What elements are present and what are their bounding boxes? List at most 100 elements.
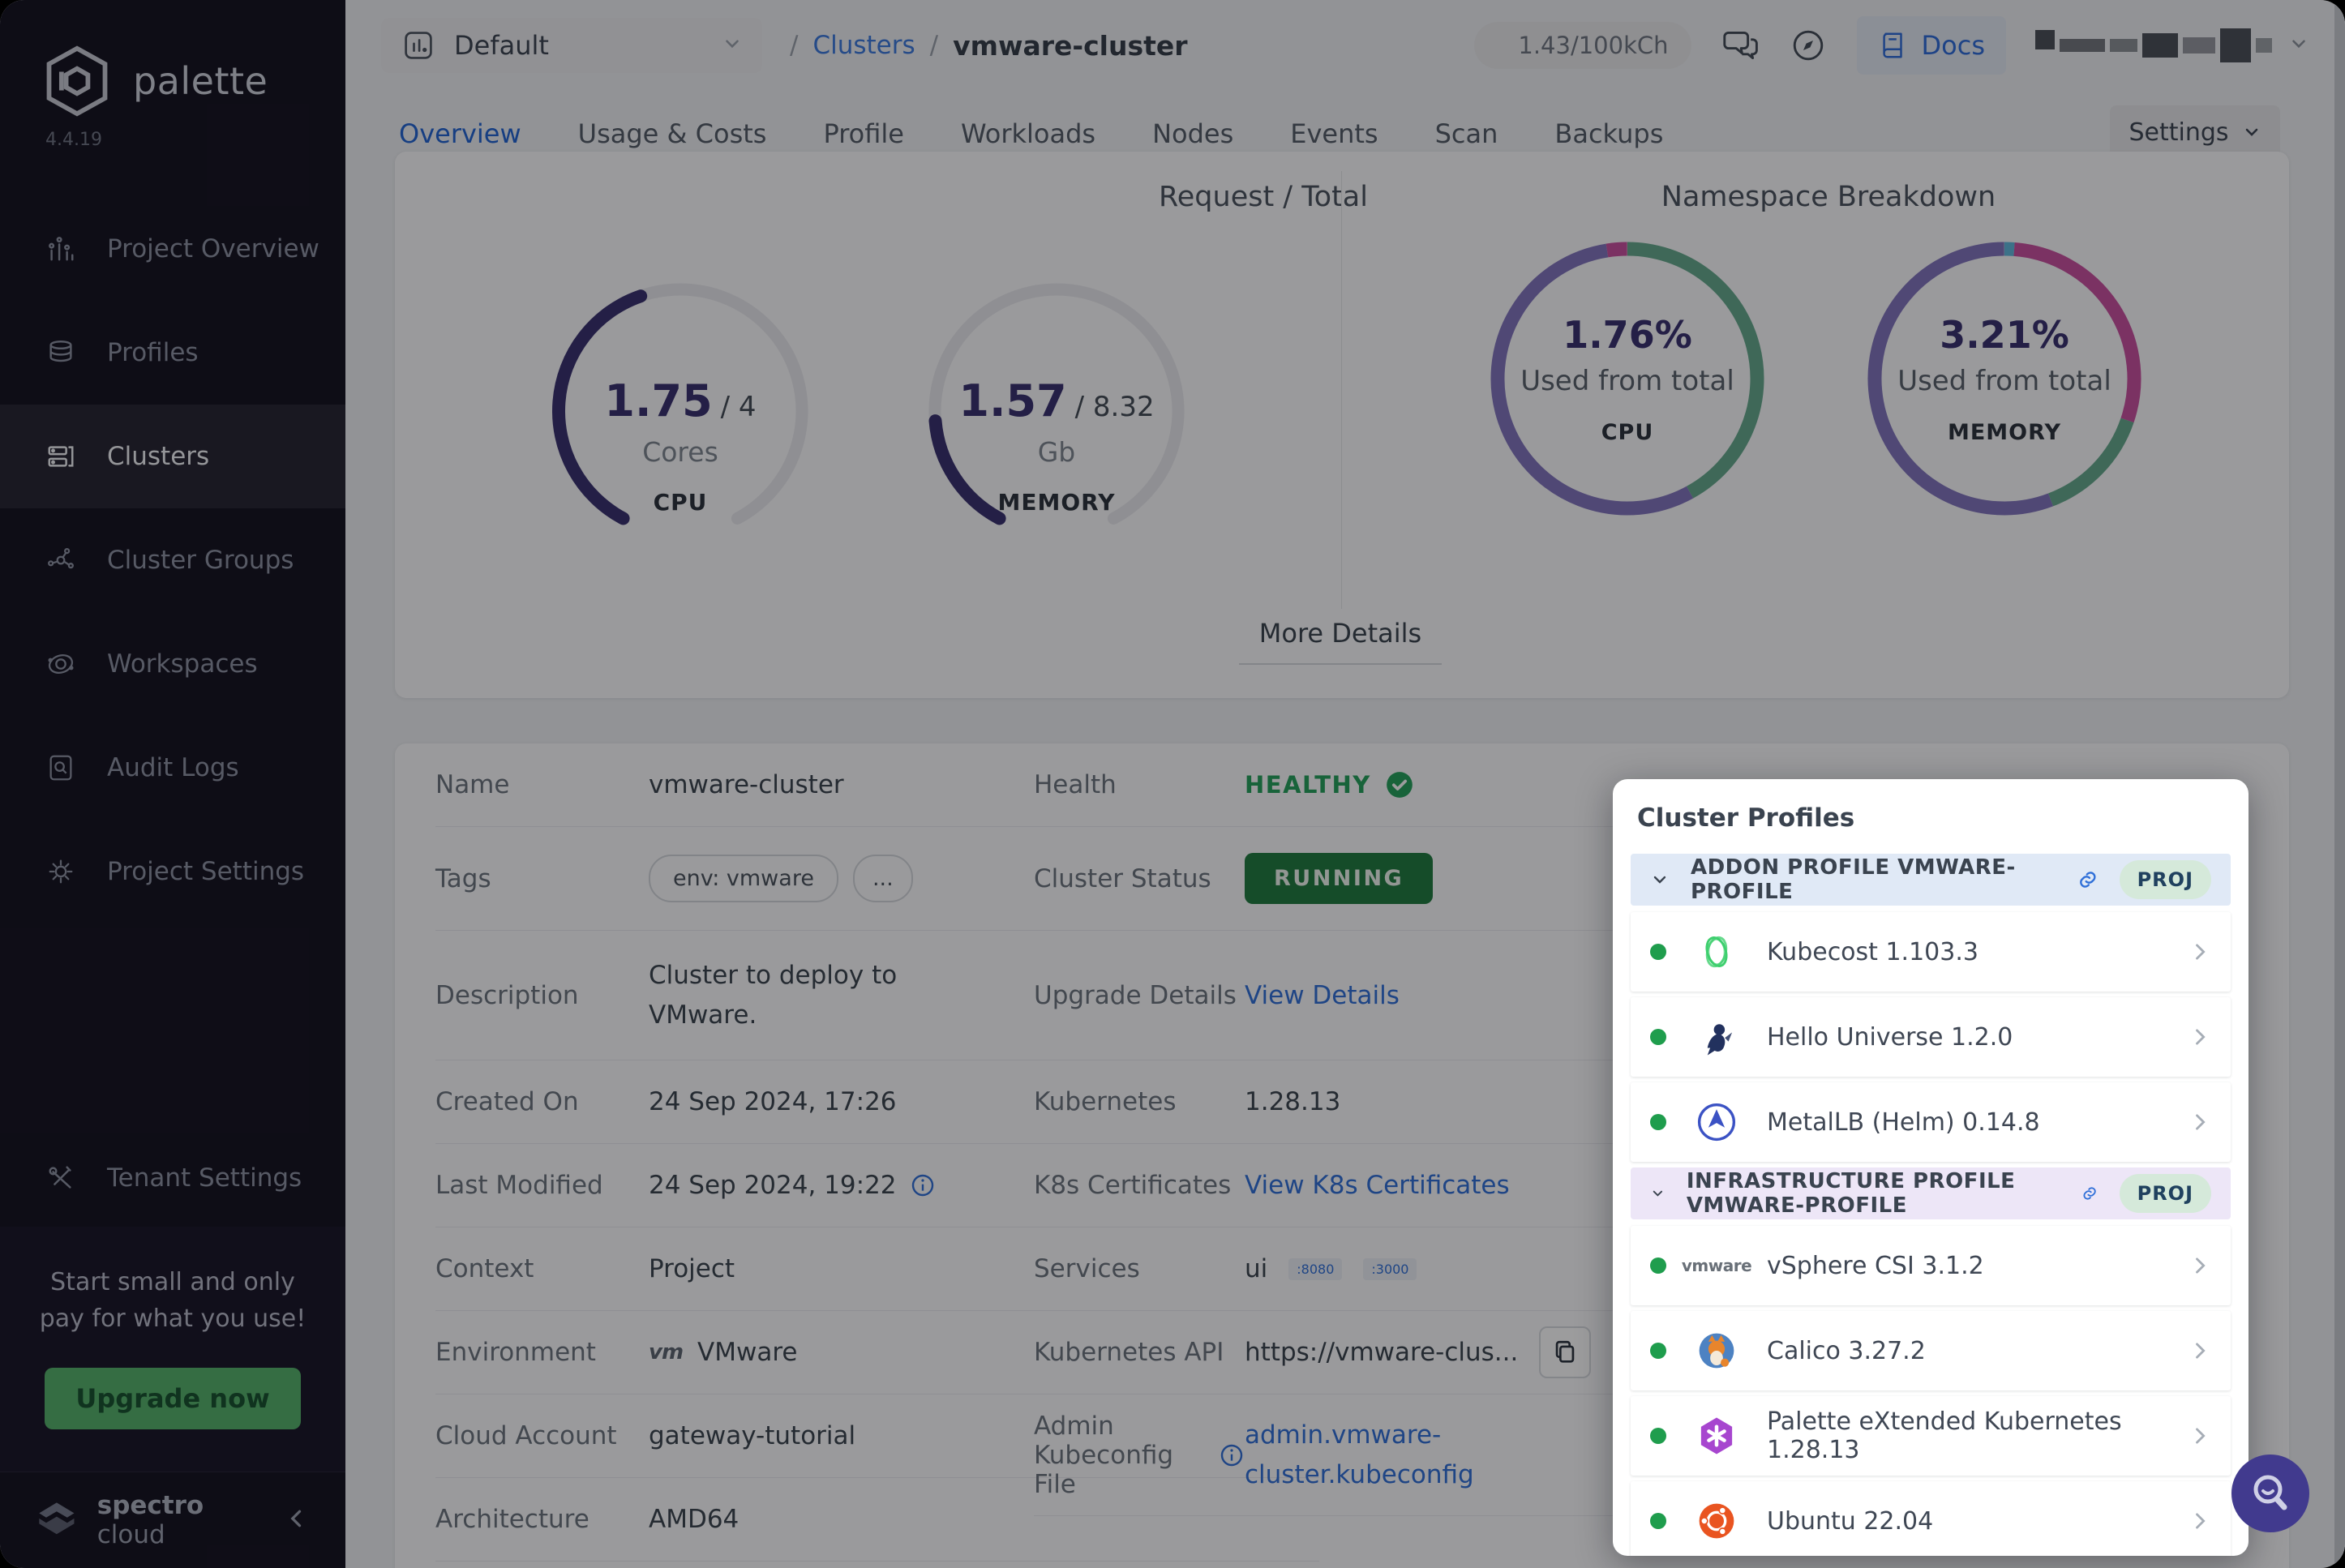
addon-profile-title: ADDON PROFILE VMWARE-PROFILE [1690, 855, 2016, 904]
namespace-memory-donut-text: 3.21% Used from total MEMORY [1858, 233, 2150, 525]
more-details-button[interactable]: More Details [1239, 618, 1442, 665]
copy-icon [1556, 1340, 1575, 1363]
docs-button[interactable]: Docs [1856, 16, 2006, 75]
detail-row-architecture: Architecture AMD64 [435, 1478, 1319, 1562]
tab-scan[interactable]: Scan [1434, 118, 1498, 149]
view-k8s-certificates-link[interactable]: View K8s Certificates [1245, 1171, 1510, 1200]
namespace-memory-donut: 3.21% Used from total MEMORY [1858, 233, 2150, 525]
scrollbar[interactable] [2334, 0, 2345, 1568]
memory-gauge: 1.57 / 8.32 Gb [919, 273, 1194, 549]
search-assist-fab[interactable] [2231, 1454, 2309, 1532]
metallb-icon [1691, 1099, 1743, 1145]
view-details-link[interactable]: View Details [1245, 980, 1400, 1010]
tab-workloads[interactable]: Workloads [960, 118, 1096, 149]
sidebar-item-clusters[interactable]: Clusters [0, 405, 345, 508]
kubernetes-api-value: https://vmware-clus... [1245, 1338, 1519, 1367]
chevron-right-icon [2189, 1111, 2211, 1133]
service-port-8080-link[interactable]: :8080 [1288, 1257, 1343, 1280]
status-dot-green [1650, 1343, 1666, 1359]
profile-layer-name: MetalLB (Helm) 0.14.8 [1767, 1107, 2040, 1137]
health-status-badge: HEALTHY [1245, 769, 1415, 800]
sidebar-item-cluster-groups[interactable]: Cluster Groups [0, 508, 345, 612]
sidebar-item-project-settings[interactable]: Project Settings [0, 820, 345, 923]
ubuntu-icon [1691, 1498, 1743, 1544]
memory-unit: Gb [1037, 436, 1076, 468]
palette-k8s-icon [1691, 1413, 1743, 1459]
services-value: ui :8080 :3000 [1245, 1254, 1417, 1283]
breadcrumb-current: vmware-cluster [953, 29, 1188, 62]
namespace-cpu-donut: 1.76% Used from total CPU [1481, 233, 1773, 525]
project-selector[interactable]: Default [381, 18, 762, 73]
link-icon[interactable] [2081, 1181, 2098, 1206]
cpu-donut-label: CPU [1601, 419, 1654, 445]
memory-used-percent: 3.21% [1940, 312, 2069, 357]
row-label: Last Modified [435, 1171, 603, 1200]
description-value: Cluster to deploy to VMware. [649, 961, 898, 1030]
profile-layer-palette-extended-kubernetes[interactable]: Palette eXtended Kubernetes 1.28.13 [1631, 1396, 2231, 1476]
check-circle-icon [1386, 772, 1413, 798]
sidebar-item-profiles[interactable]: Profiles [0, 301, 345, 405]
row-label: Environment [435, 1338, 596, 1367]
sidebar-item-tenant-settings[interactable]: Tenant Settings [0, 1129, 345, 1227]
sidebar-item-audit-logs[interactable]: Audit Logs [0, 716, 345, 820]
link-icon[interactable] [2077, 868, 2098, 892]
user-name-redacted[interactable] [2035, 26, 2309, 65]
profile-layer-calico[interactable]: Calico 3.27.2 [1631, 1311, 2231, 1390]
tab-nodes[interactable]: Nodes [1152, 118, 1234, 149]
upgrade-now-button[interactable]: Upgrade now [45, 1368, 301, 1429]
copy-api-url-button[interactable] [1539, 1326, 1592, 1378]
info-icon[interactable] [1219, 1442, 1245, 1468]
memory-gauge-label: MEMORY [997, 489, 1116, 516]
tab-events[interactable]: Events [1290, 118, 1378, 149]
sidebar-item-workspaces[interactable]: Workspaces [0, 612, 345, 716]
breadcrumb-clusters-link[interactable]: Clusters [812, 31, 915, 60]
sidebar-item-label: Project Overview [107, 234, 319, 263]
admin-kubeconfig-link[interactable]: admin.vmware-cluster.kubeconfig [1245, 1420, 1474, 1489]
status-dot-green [1650, 1114, 1666, 1130]
tag-env-vmware[interactable]: env: vmware [649, 855, 838, 902]
cpu-request-value: 1.75 [604, 375, 713, 426]
hello-universe-icon [1691, 1014, 1743, 1060]
tab-profile[interactable]: Profile [823, 118, 904, 149]
settings-button[interactable]: Settings [2110, 105, 2280, 159]
spectro-cloud-logo [39, 1502, 75, 1535]
row-label: Services [1034, 1254, 1140, 1283]
proj-scope-badge: PROJ [2119, 1174, 2212, 1213]
architecture-value: AMD64 [649, 1505, 740, 1534]
usage-quota-pill: 1.43/100kCh [1473, 22, 1691, 69]
explore-button[interactable] [1789, 26, 1828, 65]
detail-row-created-on: Created On 24 Sep 2024, 17:26 [435, 1060, 1319, 1144]
detail-row-upgrade-details: Upgrade Details View Details [1034, 931, 2249, 1060]
row-label: Architecture [435, 1505, 589, 1534]
detail-row-cloud-account: Cloud Account gateway-tutorial [435, 1394, 1319, 1478]
sidebar-collapse-button[interactable] [285, 1506, 310, 1534]
feedback-button[interactable] [1721, 26, 1760, 65]
addon-profile-header[interactable]: ADDON PROFILE VMWARE-PROFILE PROJ [1631, 854, 2231, 906]
infrastructure-profile-header[interactable]: INFRASTRUCTURE PROFILE VMWARE-PROFILE PR… [1631, 1167, 2231, 1219]
layers-icon [49, 340, 72, 362]
breadcrumb-separator: / [790, 31, 799, 60]
profile-layer-metallb[interactable]: MetalLB (Helm) 0.14.8 [1631, 1082, 2231, 1162]
tab-usage-costs[interactable]: Usage & Costs [577, 118, 767, 149]
chevron-right-icon [2189, 1339, 2211, 1362]
vmware-logo-mark: vm [649, 1340, 684, 1365]
cpu-gauge: 1.75 / 4 Cores [542, 273, 818, 549]
details-right-column: Health HEALTHY Cluster Status RUNNING Up… [1034, 743, 2249, 1516]
sidebar-item-project-overview[interactable]: Project Overview [0, 197, 345, 301]
profile-layer-name: Kubecost 1.103.3 [1767, 937, 1978, 966]
cpu-used-percent: 1.76% [1563, 312, 1692, 357]
cpu-gauge-label: CPU [653, 489, 708, 516]
cloud-account-value: gateway-tutorial [649, 1421, 856, 1450]
detail-row-last-modified: Last Modified 24 Sep 2024, 19:22 [435, 1144, 1319, 1227]
status-dot-green [1650, 1513, 1666, 1529]
profile-layer-hello-universe[interactable]: Hello Universe 1.2.0 [1631, 997, 2231, 1077]
tab-backups[interactable]: Backups [1554, 118, 1664, 149]
tags-more-button[interactable]: ... [852, 855, 913, 902]
service-port-3000-link[interactable]: :3000 [1363, 1257, 1417, 1280]
book-icon [1882, 32, 1902, 58]
profile-layer-kubecost[interactable]: Kubecost 1.103.3 [1631, 912, 2231, 992]
info-icon[interactable] [910, 1172, 936, 1198]
profile-layer-vsphere-csi[interactable]: vmware vSphere CSI 3.1.2 [1631, 1226, 2231, 1305]
profile-layer-ubuntu[interactable]: Ubuntu 22.04 [1631, 1481, 2231, 1556]
detail-row-name: Name vmware-cluster [435, 743, 1319, 827]
